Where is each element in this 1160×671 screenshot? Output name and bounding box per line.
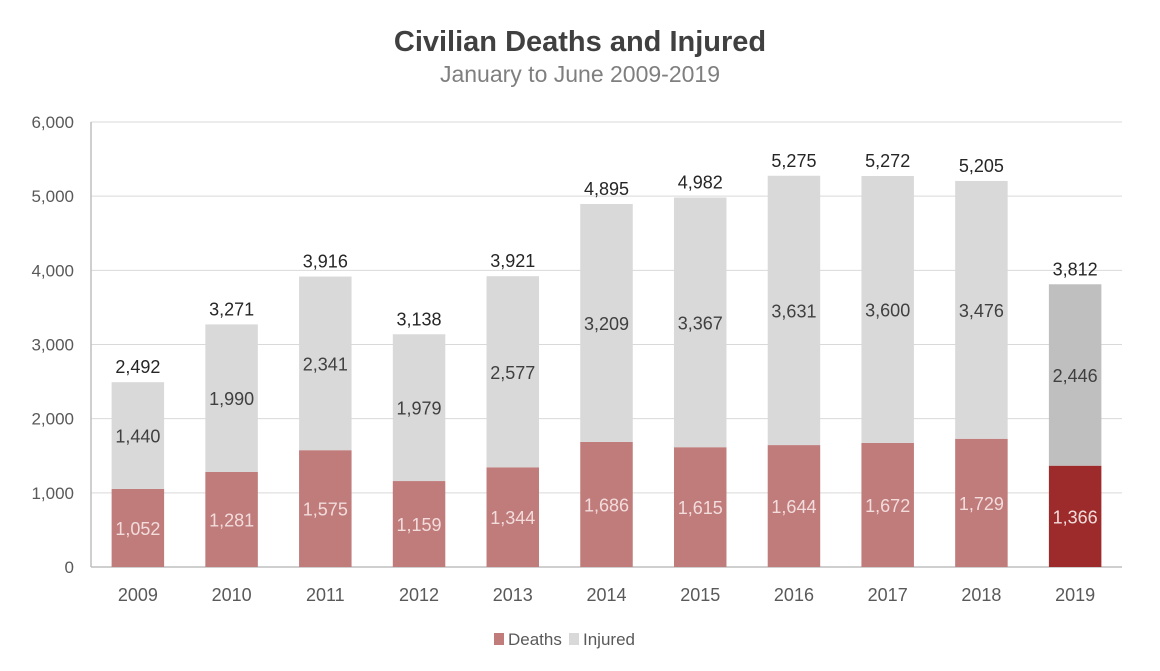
injured-value-label: 3,209 — [584, 314, 629, 334]
total-value-label: 3,138 — [397, 309, 442, 329]
injured-value-label: 2,577 — [490, 363, 535, 383]
y-tick-label: 4,000 — [31, 261, 74, 280]
bar-injured-2014 — [580, 203, 633, 442]
bar-deaths-2011 — [299, 450, 352, 567]
total-value-label: 3,916 — [303, 252, 348, 272]
deaths-value-label: 1,686 — [584, 495, 629, 515]
deaths-value-label: 1,615 — [678, 498, 723, 518]
x-tick-label: 2011 — [306, 585, 345, 605]
y-tick-label: 0 — [65, 558, 74, 577]
legend-swatch-injured — [569, 633, 579, 645]
deaths-value-label: 1,159 — [397, 515, 442, 535]
y-tick-label: 6,000 — [31, 113, 74, 132]
y-tick-label: 1,000 — [31, 484, 74, 503]
bar-injured-2015 — [673, 197, 727, 448]
injured-value-label: 2,341 — [303, 354, 348, 374]
x-tick-label: 2018 — [961, 585, 1001, 605]
injured-value-label: 2,446 — [1053, 366, 1098, 386]
total-value-label: 3,271 — [209, 299, 254, 319]
bar-deaths-2017 — [861, 442, 914, 567]
bar-injured-2012 — [392, 334, 446, 482]
deaths-value-label: 1,281 — [209, 510, 254, 530]
bar-deaths-2009 — [111, 488, 165, 567]
total-value-label: 5,272 — [865, 151, 910, 171]
total-value-label: 5,205 — [959, 156, 1004, 176]
total-value-label: 5,275 — [771, 151, 816, 171]
bar-injured-2010 — [205, 324, 258, 472]
injured-value-label: 1,979 — [397, 399, 442, 419]
deaths-value-label: 1,344 — [490, 508, 535, 528]
legend: Deaths Injured — [494, 630, 635, 649]
deaths-value-label: 1,366 — [1053, 507, 1098, 527]
x-tick-label: 2016 — [774, 585, 814, 605]
bars — [111, 175, 1102, 567]
x-axis: 2009 2010 2011 2012 2013 2014 2015 2016 2017 2018… — [118, 585, 1095, 605]
deaths-value-label: 1,672 — [865, 496, 910, 516]
bar-deaths-2016 — [767, 445, 821, 567]
total-value-label: 4,982 — [678, 173, 723, 193]
total-value-label: 3,812 — [1053, 259, 1098, 279]
legend-label-deaths: Deaths — [508, 630, 562, 649]
y-tick-label: 2,000 — [31, 410, 74, 429]
injured-value-label: 1,990 — [209, 389, 254, 409]
injured-value-label: 3,476 — [959, 301, 1004, 321]
x-tick-label: 2014 — [586, 585, 626, 605]
injured-value-label: 3,367 — [678, 313, 723, 333]
injured-value-label: 3,600 — [865, 300, 910, 320]
bar-deaths-2012 — [392, 481, 446, 567]
total-value-label: 3,921 — [490, 251, 535, 271]
bar-deaths-2013 — [486, 467, 540, 567]
y-tick-label: 3,000 — [31, 336, 74, 355]
bar-injured-2016 — [767, 175, 821, 446]
chart-title: Civilian Deaths and Injured — [394, 26, 766, 58]
bar-injured-2013 — [486, 276, 540, 468]
deaths-value-label: 1,575 — [303, 500, 348, 520]
x-tick-label: 2019 — [1055, 585, 1095, 605]
total-value-label: 2,492 — [115, 357, 160, 377]
bar-injured-2009 — [111, 382, 165, 489]
bar-injured-2018 — [955, 180, 1008, 439]
chart-subtitle: January to June 2009-2019 — [440, 61, 720, 87]
x-tick-label: 2009 — [118, 585, 158, 605]
bar-deaths-2010 — [205, 471, 258, 567]
bar-deaths-2015 — [673, 447, 727, 567]
bar-injured-2017 — [861, 175, 914, 443]
injured-value-label: 1,440 — [115, 427, 160, 447]
bar-injured-2011 — [299, 276, 352, 451]
legend-label-injured: Injured — [583, 630, 635, 649]
data-labels: 1,052 1,440 2,492 1,281 1,990 3,271 1,575 2,341… — [115, 151, 1097, 539]
injured-value-label: 3,631 — [771, 301, 816, 321]
x-tick-label: 2017 — [868, 585, 908, 605]
x-tick-label: 2013 — [493, 585, 533, 605]
deaths-value-label: 1,052 — [115, 519, 160, 539]
y-axis: 0 1,000 2,000 3,000 4,000 5,000 6,000 — [31, 113, 74, 577]
x-tick-label: 2010 — [212, 585, 252, 605]
bar-deaths-2018 — [955, 438, 1008, 567]
y-tick-label: 5,000 — [31, 187, 74, 206]
x-tick-label: 2015 — [680, 585, 720, 605]
deaths-value-label: 1,729 — [959, 494, 1004, 514]
deaths-value-label: 1,644 — [771, 497, 816, 517]
legend-swatch-deaths — [494, 633, 504, 645]
bar-deaths-2014 — [580, 441, 633, 567]
total-value-label: 4,895 — [584, 179, 629, 199]
bar-injured-2019 — [1048, 284, 1102, 466]
x-tick-label: 2012 — [399, 585, 439, 605]
bar-deaths-2019 — [1048, 465, 1102, 567]
